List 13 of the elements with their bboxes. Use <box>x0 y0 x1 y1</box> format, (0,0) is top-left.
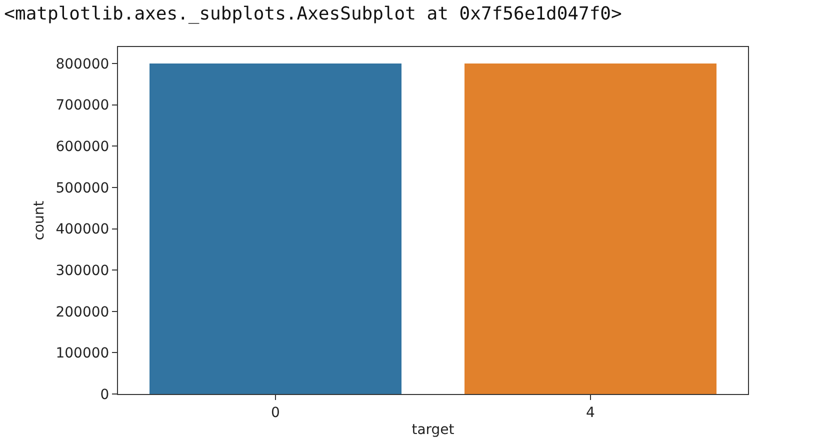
y-tick-label: 400000 <box>56 222 110 238</box>
y-axis-title: count <box>31 200 48 240</box>
y-tick-label: 200000 <box>56 304 110 320</box>
x-tick-label: 4 <box>586 404 596 421</box>
y-tick-label: 700000 <box>56 98 110 114</box>
y-tick-label: 600000 <box>56 139 110 156</box>
chart-title: <matplotlib.axes._subplots.AxesSubplot at 0x7f56e1d047f0> <box>4 3 622 24</box>
y-tick-label: 800000 <box>56 56 110 72</box>
y-tick-label: 100000 <box>56 346 110 362</box>
y-tick-label: 500000 <box>56 180 110 196</box>
x-axis-title: target <box>412 422 455 438</box>
y-tick-label: 0 <box>100 386 110 403</box>
y-tick-label: 300000 <box>56 262 110 279</box>
